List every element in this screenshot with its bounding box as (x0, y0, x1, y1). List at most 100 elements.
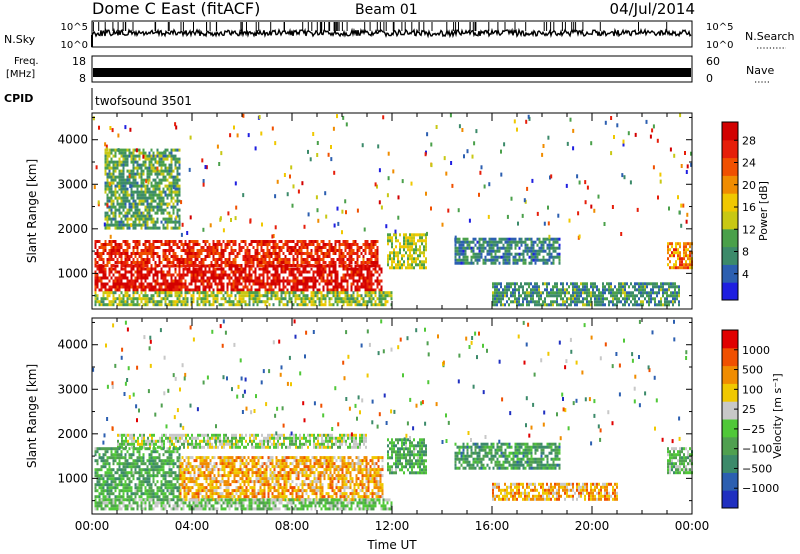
data-cell (294, 297, 297, 301)
data-cell (128, 223, 131, 227)
data-cell (174, 220, 177, 224)
data-cell (502, 252, 505, 256)
data-cell (520, 237, 523, 241)
data-cell (354, 270, 357, 274)
data-cell (198, 303, 201, 307)
data-cell (104, 288, 107, 292)
data-cell (622, 288, 624, 292)
data-cell (98, 240, 101, 243)
data-cell (308, 264, 311, 268)
data-cell (200, 291, 203, 295)
data-cell (204, 294, 207, 298)
data-cell (192, 291, 195, 295)
data-cell (126, 193, 129, 197)
data-cell (278, 288, 281, 292)
data-cell (282, 285, 285, 289)
data-cell (622, 142, 625, 147)
data-cell (518, 294, 520, 298)
data-cell (294, 246, 297, 249)
data-cell (592, 294, 594, 298)
data-cell (126, 297, 129, 301)
data-cell (602, 285, 604, 289)
data-cell (146, 217, 149, 221)
data-cell (138, 282, 141, 286)
data-cell (672, 291, 674, 295)
data-cell (122, 175, 125, 179)
data-cell (170, 196, 173, 200)
data-cell (594, 285, 596, 289)
data-cell (122, 154, 125, 158)
data-cell (172, 181, 175, 185)
data-cell (166, 169, 169, 173)
data-cell (411, 242, 413, 246)
data-cell (382, 294, 385, 298)
data-cell (474, 252, 477, 256)
data-cell (496, 291, 498, 295)
data-cell (248, 288, 251, 292)
data-cell (128, 199, 131, 203)
data-cell (168, 181, 171, 185)
data-cell (310, 297, 313, 301)
data-cell (300, 261, 303, 264)
data-cell (685, 170, 688, 174)
data-cell (352, 252, 355, 255)
data-cell (116, 297, 119, 301)
data-cell (309, 157, 312, 162)
data-cell (172, 282, 175, 286)
colorbar-segment (722, 175, 738, 194)
data-cell (324, 303, 327, 307)
data-cell (532, 252, 535, 256)
data-cell (456, 240, 459, 244)
data-cell (288, 246, 291, 249)
data-cell (344, 199, 347, 204)
data-cell (182, 270, 185, 274)
data-cell (572, 300, 574, 304)
data-cell (423, 239, 425, 243)
data-cell (358, 246, 361, 249)
data-cell (114, 190, 117, 194)
data-cell (294, 294, 297, 298)
data-cell (296, 303, 299, 307)
data-cell (122, 148, 125, 152)
data-cell (128, 285, 131, 289)
data-cell (322, 258, 325, 261)
data-cell (152, 246, 155, 249)
data-cell (534, 255, 537, 259)
data-cell (202, 303, 205, 307)
colorbar-segment (722, 246, 738, 265)
data-cell (242, 270, 245, 274)
data-cell (510, 294, 512, 298)
data-cell (334, 276, 337, 280)
data-cell (522, 261, 525, 265)
data-cell (668, 294, 670, 298)
data-cell (266, 252, 269, 255)
data-cell (524, 249, 527, 253)
data-cell (118, 249, 121, 252)
data-cell (638, 303, 640, 307)
data-cell (134, 205, 137, 209)
data-cell (150, 172, 153, 176)
data-cell (214, 264, 217, 267)
data-cell (534, 300, 536, 304)
data-cell (286, 258, 289, 261)
data-cell (156, 294, 159, 298)
data-cell (104, 264, 107, 267)
data-cell (425, 260, 427, 264)
data-cell (454, 255, 457, 259)
data-cell (128, 243, 131, 246)
data-cell (160, 211, 163, 215)
data-cell (210, 291, 213, 295)
data-cell (584, 291, 586, 295)
data-cell (370, 273, 373, 277)
data-cell (246, 294, 249, 298)
data-cell (178, 258, 181, 261)
data-cell (196, 291, 199, 295)
data-cell (292, 303, 295, 307)
data-cell (640, 294, 642, 298)
data-cell (148, 187, 151, 191)
data-cell (204, 303, 207, 307)
data-cell (384, 297, 387, 301)
data-cell (586, 185, 589, 190)
data-cell (158, 190, 161, 194)
data-cell (462, 261, 465, 265)
